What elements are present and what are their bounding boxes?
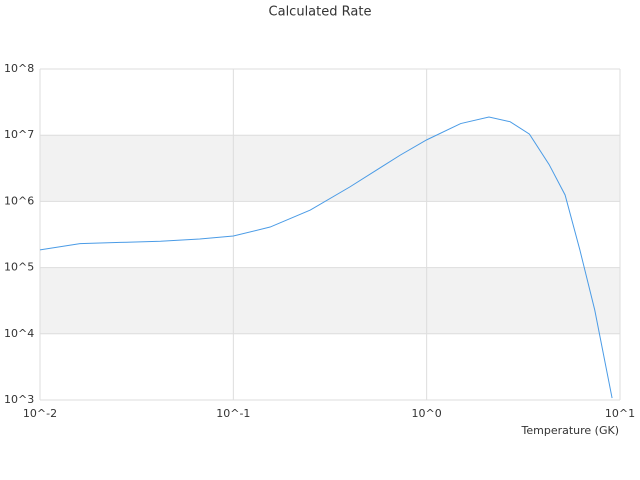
y-tick-label: 10^3: [4, 393, 34, 406]
y-tick-label: 10^8: [4, 62, 34, 75]
grid-band: [40, 267, 620, 334]
y-tick-label: 10^4: [4, 327, 34, 340]
x-tick-label: 10^-1: [216, 407, 250, 420]
grid: [39, 68, 621, 401]
x-tick-label: 10^0: [412, 407, 442, 420]
x-axis-label: Temperature (GK): [521, 424, 620, 437]
grid-band: [40, 135, 620, 202]
x-tick-label: 10^-2: [23, 407, 57, 420]
y-tick-label: 10^7: [4, 128, 34, 141]
x-tick-label: 10^1: [605, 407, 635, 420]
data-line: [39, 116, 613, 399]
y-tick-label: 10^6: [4, 194, 34, 207]
y-tick-label: 10^5: [4, 261, 34, 274]
chart-title: Calculated Rate: [269, 5, 372, 20]
